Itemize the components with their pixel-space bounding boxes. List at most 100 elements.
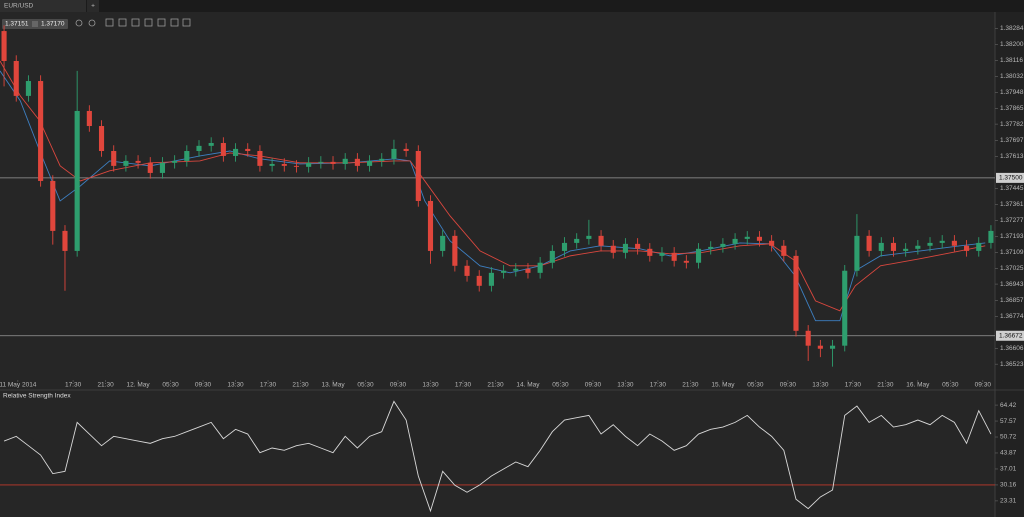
x-tick-label: 17:30 <box>455 382 472 389</box>
candle-body <box>318 161 324 163</box>
y-tick-label: 1.37865 <box>1000 105 1024 112</box>
x-tick-label: 17:30 <box>65 382 82 389</box>
candle-body <box>245 148 251 152</box>
candle-body <box>379 158 385 161</box>
candle-body <box>842 270 848 346</box>
candle-body <box>793 255 799 331</box>
candle-body <box>744 236 750 239</box>
candle-body <box>1 31 7 62</box>
rsi-tick-label: 64.42 <box>1000 402 1017 409</box>
candle-body <box>464 265 470 276</box>
candle-body <box>135 160 141 163</box>
candle-body <box>817 345 823 349</box>
candle-body <box>671 252 677 261</box>
candle-body <box>659 252 665 256</box>
candle-body <box>610 245 616 253</box>
bid-price: 1.37151 <box>5 21 29 28</box>
level-label: 1.37500 <box>999 175 1023 182</box>
x-tick-label: 05:30 <box>747 382 764 389</box>
candle-body <box>525 268 531 273</box>
settings[interactable] <box>157 18 166 27</box>
x-tick-label: 09:30 <box>780 382 797 389</box>
candle-body <box>549 250 555 263</box>
x-tick-label: 13:30 <box>617 382 634 389</box>
candle-body <box>890 242 897 251</box>
candle-body <box>574 238 580 243</box>
y-tick-label: 1.36774 <box>1000 313 1024 320</box>
candle-body <box>98 126 105 152</box>
candle-body <box>427 200 434 251</box>
candle-body <box>306 162 312 167</box>
y-tick-label: 1.37277 <box>1000 217 1024 224</box>
templates[interactable] <box>144 18 153 27</box>
screenshot[interactable] <box>170 18 179 27</box>
candle-body <box>695 248 702 263</box>
candle-body <box>598 235 604 246</box>
candle-body <box>951 240 957 246</box>
candle-body <box>415 151 421 201</box>
x-tick-label: 13:30 <box>812 382 829 389</box>
zoom-in[interactable] <box>75 19 83 27</box>
rsi-tick-label: 50.72 <box>1000 434 1017 441</box>
candle-body <box>513 268 519 271</box>
candle-body <box>561 242 568 251</box>
candle-body <box>293 165 300 167</box>
y-tick-label: 1.37613 <box>1000 153 1024 160</box>
y-tick-label: 1.38200 <box>1000 41 1024 48</box>
x-tick-label: 05:30 <box>942 382 959 389</box>
x-tick-label: 15. May <box>711 382 735 389</box>
x-tick-label: 05:30 <box>162 382 179 389</box>
x-tick-label: 17:30 <box>845 382 862 389</box>
candle-body <box>13 61 19 96</box>
x-tick-label: 21:30 <box>97 382 114 389</box>
candle-body <box>342 158 348 164</box>
candle-body <box>257 151 263 166</box>
rsi-title: Relative Strength Index <box>3 393 71 400</box>
zoom-out[interactable] <box>88 19 96 27</box>
x-tick-label: 21:30 <box>292 382 309 389</box>
candle-body <box>756 236 763 241</box>
candle-body <box>330 161 336 164</box>
new-tab[interactable] <box>87 0 99 12</box>
candle-body <box>720 243 726 247</box>
tab-label[interactable]: EUR/USD <box>4 3 34 10</box>
candle-body <box>854 235 860 271</box>
moving-average <box>0 70 986 322</box>
candle-body <box>220 142 226 156</box>
y-tick-label: 1.36606 <box>1000 345 1024 352</box>
price-axis <box>995 12 1024 517</box>
tab-bar <box>0 0 1024 12</box>
y-tick-label: 1.37193 <box>1000 233 1024 240</box>
x-tick-label: 05:30 <box>552 382 569 389</box>
candle-body <box>903 248 909 251</box>
candle-body <box>501 270 507 273</box>
candle-body <box>147 162 153 173</box>
tab[interactable] <box>0 0 86 12</box>
y-tick-label: 1.37948 <box>1000 89 1024 96</box>
rsi-tick-label: 30.16 <box>1000 482 1017 489</box>
cursor[interactable] <box>182 18 191 27</box>
candle-body <box>878 242 884 251</box>
moving-average <box>0 60 986 312</box>
indicators[interactable] <box>118 18 127 27</box>
candle-body <box>988 230 994 243</box>
y-tick-label: 1.37697 <box>1000 137 1024 144</box>
candle-body <box>683 260 689 263</box>
new-tab-label[interactable]: + <box>91 3 95 10</box>
y-tick-label: 1.37025 <box>1000 265 1024 272</box>
x-tick-label: 21:30 <box>487 382 504 389</box>
drawing[interactable] <box>131 18 140 27</box>
x-tick-label: 16. May <box>906 382 930 389</box>
candle-body <box>281 163 287 166</box>
y-tick-label: 1.36857 <box>1000 297 1024 304</box>
rsi-line <box>3 400 992 513</box>
rsi-tick-label: 43.87 <box>1000 450 1017 457</box>
y-tick-label: 1.37361 <box>1000 201 1024 208</box>
chart-type[interactable] <box>105 18 114 27</box>
x-tick-label: 13. May <box>321 382 345 389</box>
candle-body <box>647 248 653 256</box>
y-tick-label: 1.38284 <box>1000 25 1024 32</box>
y-tick-label: 1.37445 <box>1000 185 1024 192</box>
candle-body <box>488 272 494 286</box>
